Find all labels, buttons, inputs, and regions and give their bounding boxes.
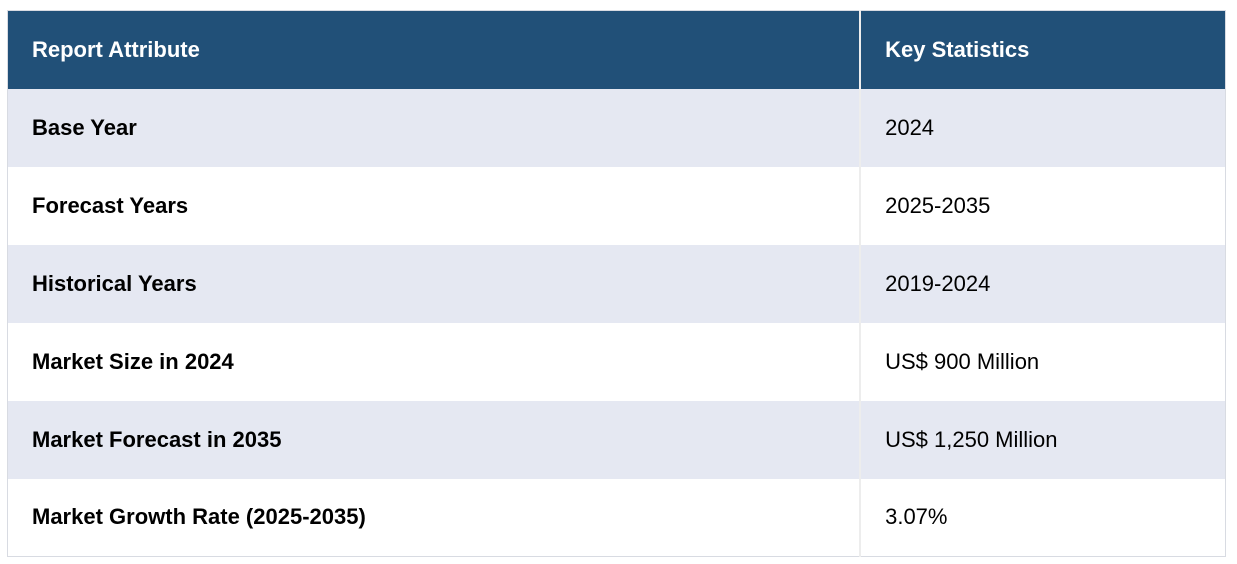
attribute-cell: Base Year [32,114,137,140]
table-row: Base Year 2024 [7,88,1226,167]
value-cell: 2019-2024 [859,244,1226,323]
attribute-cell: Market Forecast in 2035 [32,426,282,452]
value-cell: US$ 1,250 Million [859,400,1226,479]
table-body: Base Year 2024 Forecast Years 2025-2035 … [7,88,1226,557]
column-header-report-attribute: Report Attribute [7,10,861,89]
table-row: Forecast Years 2025-2035 [7,166,1226,245]
value-cell: 2025-2035 [859,166,1226,245]
attribute-cell: Market Growth Rate (2025-2035) [32,504,366,530]
key-statistics-table-wrap: Report Attribute Key Statistics Base Yea… [7,10,1226,557]
value-cell: 3.07% [859,478,1226,557]
column-header-key-statistics: Key Statistics [859,10,1226,89]
table-header: Report Attribute Key Statistics [7,10,1226,89]
value-cell: US$ 900 Million [859,322,1226,401]
table-row: Market Forecast in 2035 US$ 1,250 Millio… [7,400,1226,479]
table-row: Market Size in 2024 US$ 900 Million [7,322,1226,401]
attribute-cell: Market Size in 2024 [32,348,234,374]
table-row: Historical Years 2019-2024 [7,244,1226,323]
attribute-cell: Historical Years [32,270,197,296]
value-cell: 2024 [859,88,1226,167]
table-header-row: Report Attribute Key Statistics [7,10,1226,89]
attribute-cell: Forecast Years [32,192,189,218]
table-row: Market Growth Rate (2025-2035) 3.07% [7,478,1226,557]
key-statistics-table: Report Attribute Key Statistics Base Yea… [7,10,1226,557]
